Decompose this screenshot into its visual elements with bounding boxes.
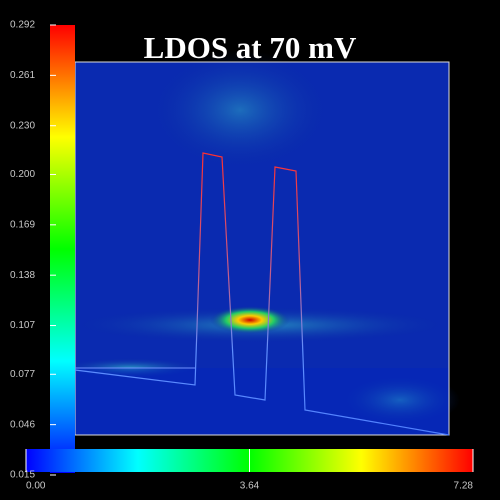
- y-tick-label: 0.138: [10, 270, 35, 281]
- y-tick-label: 0.107: [10, 320, 35, 331]
- y-tick-label: 0.046: [10, 419, 35, 430]
- x-tick-label: 3.64: [240, 481, 260, 492]
- chart-title: LDOS at 70 mV: [144, 30, 357, 65]
- heatmap-image: [60, 50, 460, 436]
- y-tick-label: 0.261: [10, 70, 35, 81]
- y-tick-label: 0.169: [10, 219, 35, 230]
- y-tick-label: 0.077: [10, 369, 35, 380]
- y-tick-label: 0.230: [10, 120, 35, 131]
- y-tick-label: 0.200: [10, 169, 35, 180]
- y-tick-label: 0.292: [10, 20, 35, 31]
- vertical-colorbar: [50, 25, 75, 473]
- x-tick-label: 7.28: [454, 481, 474, 492]
- y-tick-label: 0.015: [10, 470, 35, 481]
- x-tick-label: 0.00: [26, 481, 46, 492]
